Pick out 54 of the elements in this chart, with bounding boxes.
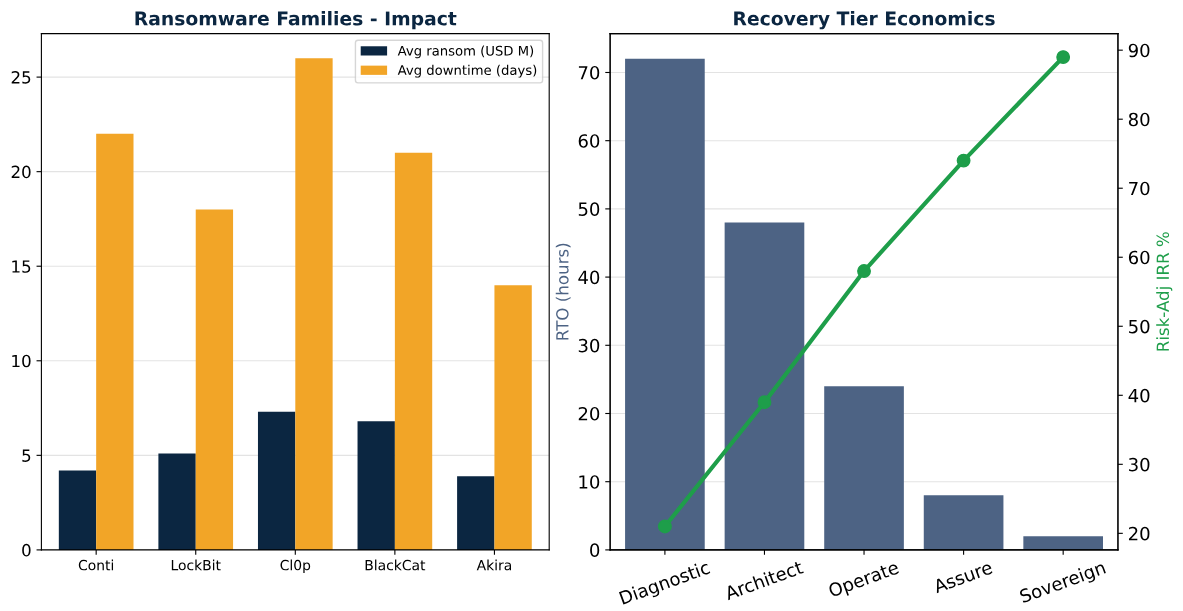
bar [724, 222, 805, 550]
y2-axis-title: Risk-Adj IRR % [1156, 232, 1173, 351]
point [956, 153, 971, 168]
y-tick-label: 5 [22, 449, 31, 462]
legend-label: Avg downtime (days) [397, 64, 537, 78]
y2-tick-label: 90 [1128, 43, 1150, 58]
y-tick-label: 30 [578, 338, 600, 353]
point [857, 264, 871, 278]
x-tick-label: Assure [932, 560, 994, 594]
bar [494, 285, 532, 550]
y-tick-label: 60 [578, 134, 600, 148]
y-tick-label: 10 [579, 475, 600, 489]
y-tick-label: 50 [578, 202, 600, 216]
y2-tick-label: 60 [1128, 250, 1150, 265]
x-tick-label: Akira [476, 559, 511, 571]
bar [1023, 536, 1103, 550]
bar [457, 476, 495, 550]
chart-title: Recovery Tier Economics [734, 11, 995, 30]
bar [824, 386, 904, 550]
bar [923, 495, 1004, 550]
y-tick-label: 0 [590, 543, 600, 558]
y2-tick-label: 20 [1128, 526, 1150, 541]
point [657, 519, 672, 534]
chart-title: Ransomware Families - Impact [135, 11, 457, 30]
bar [394, 152, 433, 550]
bar [295, 58, 333, 550]
y2-tick-label: 40 [1128, 388, 1150, 403]
y-axis-title: RTO (hours) [555, 243, 571, 340]
bar [357, 421, 395, 550]
x-tick-label: BlackCat [365, 559, 426, 571]
point [1056, 50, 1071, 65]
y-tick-label: 20 [578, 406, 600, 421]
legend-label: Avg ransom (USD M) [397, 45, 534, 59]
y-tick-label: 25 [11, 71, 31, 84]
y-tick-label: 40 [578, 270, 600, 285]
y-tick-label: 0 [22, 543, 31, 557]
y-tick-label: 70 [578, 65, 600, 80]
y-tick-label: 20 [11, 165, 31, 179]
bar [158, 453, 196, 550]
bar [257, 411, 296, 550]
point [757, 395, 772, 410]
bar [58, 470, 97, 550]
bar [96, 133, 134, 550]
x-tick-label: LockBit [171, 559, 221, 571]
y2-tick-label: 80 [1128, 112, 1150, 127]
bar [195, 209, 234, 550]
x-tick-label: Conti [78, 559, 114, 571]
y-tick-label: 10 [12, 354, 31, 368]
x-tick-label: Cl0p [280, 559, 311, 574]
y2-tick-label: 50 [1129, 319, 1150, 334]
bar [625, 58, 705, 550]
y-tick-label: 15 [12, 260, 31, 273]
y2-tick-label: 30 [1129, 457, 1150, 472]
y2-tick-label: 70 [1129, 181, 1150, 196]
